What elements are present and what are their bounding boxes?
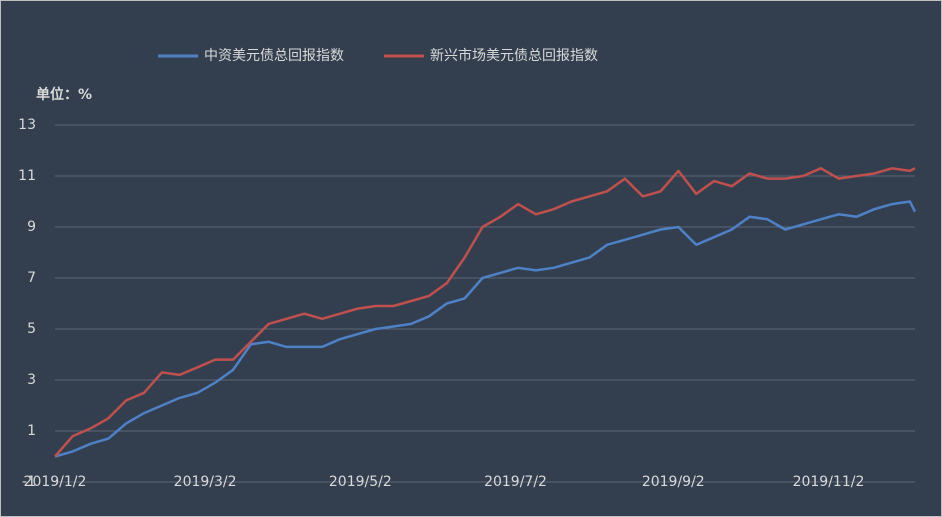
x-tick-label: 2019/3/2 — [174, 474, 237, 490]
y-tick-label: 7 — [27, 270, 36, 286]
x-tick-label: 2019/5/2 — [329, 474, 392, 490]
y-tick-label: 5 — [27, 321, 36, 337]
x-tick-label: 2019/11/2 — [793, 474, 865, 490]
series-line — [54, 200, 917, 458]
unit-label: 单位：% — [36, 86, 92, 103]
series-line — [54, 167, 916, 458]
y-tick-label: 1 — [27, 423, 36, 439]
y-tick-label: 13 — [18, 117, 36, 133]
x-tick-label: 2019/7/2 — [484, 474, 547, 490]
y-tick-label: 9 — [27, 219, 36, 235]
x-tick-label: 2019/1/2 — [24, 474, 87, 490]
x-tick-label: 2019/9/2 — [642, 474, 705, 490]
legend-label: 新兴市场美元债总回报指数 — [430, 47, 598, 64]
legend-label: 中资美元债总回报指数 — [204, 48, 344, 64]
y-tick-label: 11 — [18, 168, 36, 184]
y-tick-label: 3 — [27, 372, 36, 388]
y-tick-label: -1 — [22, 474, 36, 490]
